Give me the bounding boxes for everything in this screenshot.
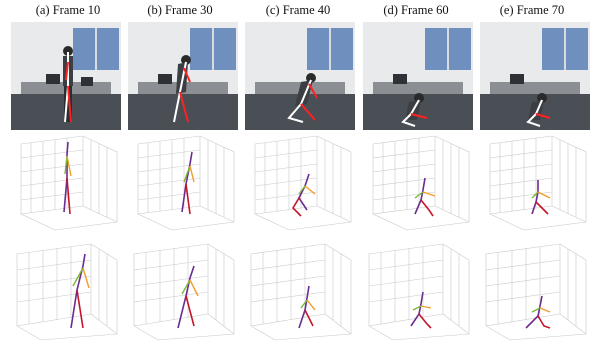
caption-frame-30: (b) Frame 30	[147, 3, 213, 17]
caption-frame-40: (c) Frame 40	[265, 3, 331, 17]
caption-frame-70: (e) Frame 70	[499, 3, 565, 17]
skeleton-plot-frame-60-view-1	[363, 134, 473, 234]
skeleton-plot-frame-40-view-1	[245, 134, 355, 234]
caption-frame-10: (a) Frame 10	[35, 3, 101, 17]
skeleton-plot-frame-70-view-1	[480, 134, 590, 234]
skeleton-plot-frame-30-view-1	[128, 134, 238, 234]
video-frame-60	[363, 22, 473, 130]
skeleton-plot-frame-70-view-2	[480, 240, 590, 345]
caption-frame-60: (d) Frame 60	[383, 3, 449, 17]
skeleton-plot-frame-40-view-2	[245, 240, 355, 345]
video-frame-10	[11, 22, 121, 130]
video-frame-40	[245, 22, 355, 130]
skeleton-plot-frame-60-view-2	[363, 240, 473, 345]
skeleton-plot-frame-10-view-2	[11, 240, 121, 345]
skeleton-plot-frame-30-view-2	[128, 240, 238, 345]
video-frame-70	[480, 22, 590, 130]
video-frame-30	[128, 22, 238, 130]
skeleton-plot-frame-10-view-1	[11, 134, 121, 234]
